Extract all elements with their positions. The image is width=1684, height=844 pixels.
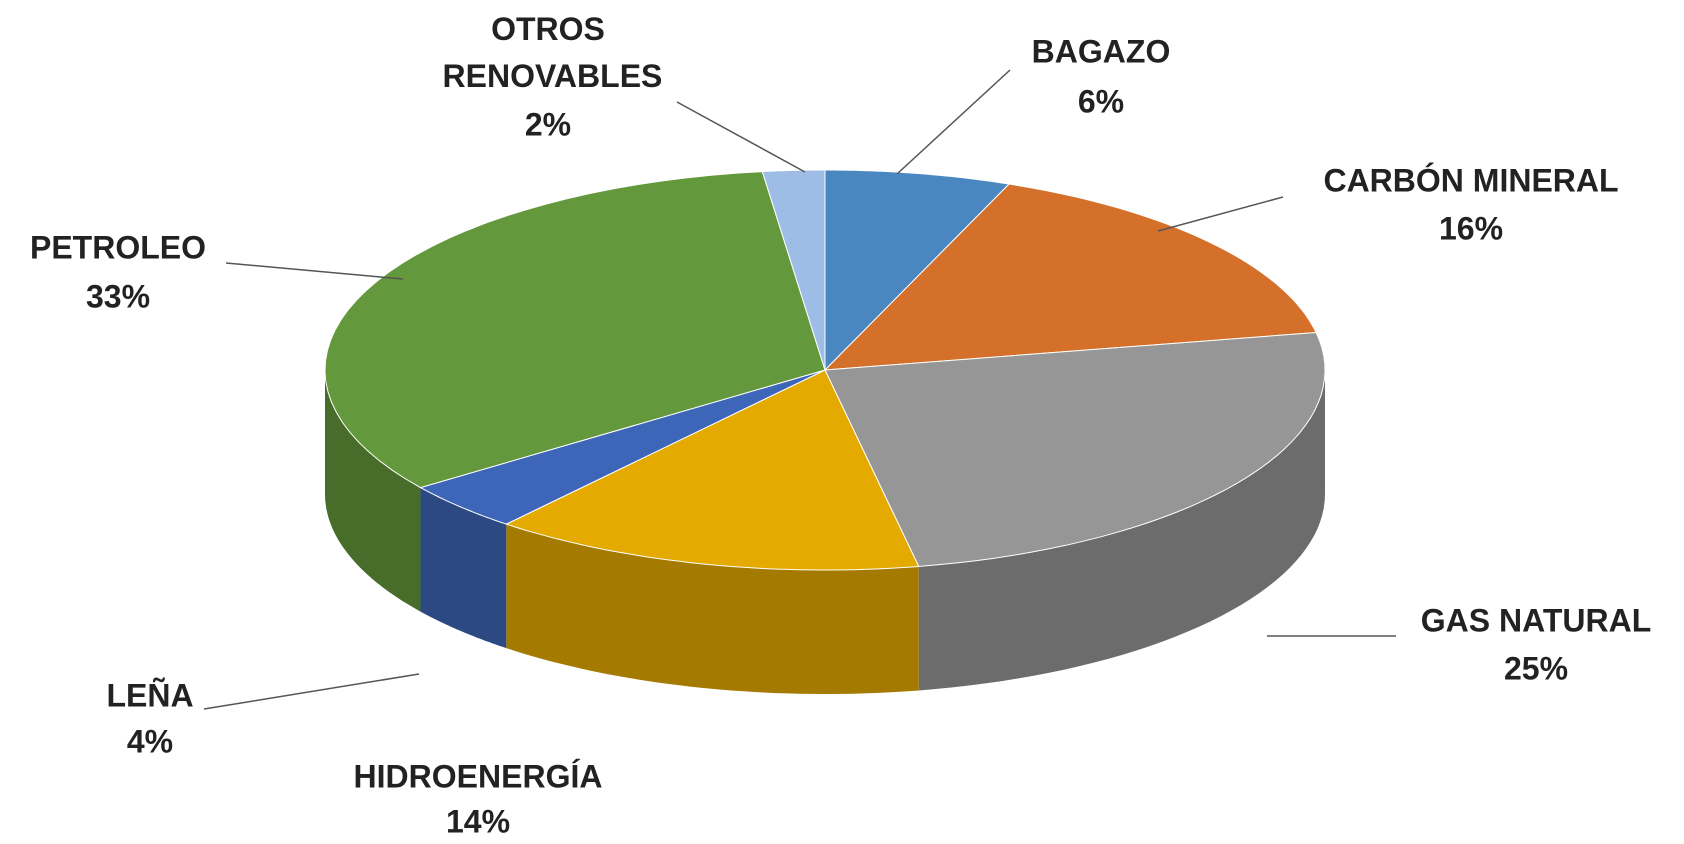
leader-line: [203, 673, 420, 710]
slice-value-label: 4%: [127, 723, 173, 759]
pie-tops: [324, 169, 1326, 571]
slice-label: GAS NATURAL: [1421, 602, 1652, 638]
slice-label: CARBÓN MINERAL: [1323, 162, 1618, 198]
slice-side: [420, 487, 507, 649]
slice-side: [325, 370, 421, 612]
slice-value-label: 2%: [525, 106, 571, 142]
slice-value-label: 14%: [446, 803, 510, 839]
slice: [504, 369, 920, 571]
slice: [324, 171, 826, 489]
slice-label: LEÑA: [106, 677, 193, 713]
slice-value-label: 25%: [1504, 650, 1568, 686]
leader-line: [676, 101, 806, 173]
leader-line: [1157, 196, 1284, 232]
leader-line: [225, 262, 404, 280]
slice: [824, 331, 1326, 568]
slice-value-label: 6%: [1078, 83, 1124, 119]
slice-side: [506, 524, 919, 694]
slice-label: HIDROENERGÍA: [354, 758, 603, 794]
leader-line: [896, 69, 1011, 175]
slice: [823, 183, 1317, 371]
pie-sides: [325, 370, 1325, 694]
slice: [419, 369, 826, 525]
slice: [760, 169, 826, 371]
slice-label: OTROS RENOVABLES: [434, 11, 663, 94]
slice-value-label: 33%: [86, 278, 150, 314]
slice-label: BAGAZO: [1032, 33, 1171, 69]
slice-side: [918, 370, 1325, 691]
slice: [824, 169, 1011, 372]
slice-label: PETROLEO: [30, 229, 206, 265]
slice-value-label: 16%: [1439, 210, 1503, 246]
